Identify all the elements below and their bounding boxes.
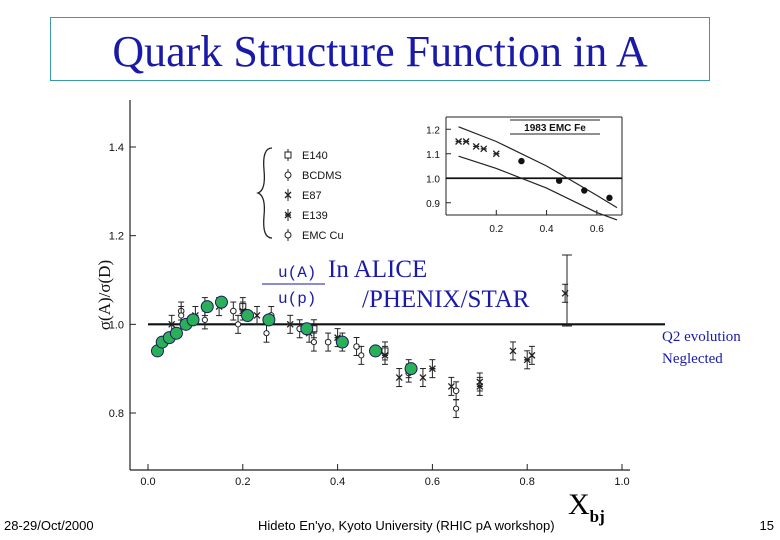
main-y-axis-label: σ(A)/σ(D): [95, 260, 114, 330]
overlay-green-point: [335, 335, 349, 349]
ratio-denominator: u(p): [278, 290, 316, 308]
x-tick-label: 0.0: [140, 476, 155, 488]
x-tick-label: 0.6: [425, 476, 440, 488]
main-axis-ticks: 0.0 0.2 0.4 0.6 0.8 1.0 0.8 1.0 1.2 1.4: [109, 142, 630, 488]
legend-bcdms-marker: [284, 171, 292, 179]
note-line-1: Q2 evolution: [662, 329, 741, 345]
e87-point: [447, 382, 455, 390]
overlay-green-point: [200, 300, 214, 314]
legend-brace: [256, 147, 273, 239]
inset-point: [480, 145, 488, 153]
inset-point: [472, 142, 480, 150]
inset-point: [462, 138, 470, 145]
legend-e140-marker: [284, 151, 292, 159]
legend-label: EMC Cu: [302, 230, 344, 242]
footer-author: Hideto En'yo, Kyoto University (RHIC pA …: [258, 518, 555, 533]
inset-point: [455, 138, 463, 145]
overlay-green-point: [169, 326, 183, 340]
overlay-green-point: [404, 362, 418, 376]
legend-label: BCDMS: [302, 170, 342, 182]
inset-point: [555, 177, 563, 184]
inset-title: 1983 EMC Fe: [524, 123, 586, 134]
x-tick-label: 0.4: [330, 476, 345, 488]
inset-x-tick-label: 0.6: [590, 224, 604, 235]
inset-x-tick-label: 0.4: [540, 224, 554, 235]
annotation-phenix-star: /PHENIX/STAR: [362, 286, 530, 313]
inset-point: [492, 150, 500, 158]
footer-date: 28-29/Oct/2000: [4, 518, 94, 533]
x-tick-label: 0.8: [520, 476, 535, 488]
e139-point: [476, 382, 484, 390]
inset-y-tick-label: 1.0: [426, 174, 440, 185]
legend-label: E139: [302, 210, 328, 222]
overlay-green-point: [369, 344, 383, 358]
x-tick-label: 0.2: [235, 476, 250, 488]
x-label-sub: bj: [589, 507, 605, 526]
emc-cu-point: [310, 338, 317, 346]
overlay-green-points: [150, 295, 418, 376]
emc-cu-point: [201, 316, 208, 323]
y-tick-label: 1.4: [109, 142, 124, 154]
overlay-green-point: [300, 322, 314, 336]
e87-point: [168, 320, 176, 328]
emc-cu-point: [453, 405, 460, 412]
page-number: 15: [759, 518, 774, 533]
e139-point: [428, 365, 436, 373]
bcdms-point: [452, 387, 460, 395]
y-tick-label: 0.8: [109, 408, 124, 420]
y-tick-label: 1.0: [109, 319, 124, 331]
emc-cu-point: [178, 312, 185, 319]
overlay-green-point: [262, 313, 276, 327]
inset-band-upper: [458, 126, 618, 209]
inset-x-tick-label: 0.2: [489, 224, 503, 235]
note-line-2: Neglected: [662, 351, 723, 367]
bcdms-point: [324, 338, 332, 346]
e87-point: [419, 374, 427, 381]
emc-cu-point: [263, 330, 270, 337]
inset-y-tick-label: 1.1: [426, 150, 440, 161]
inset-point: [581, 187, 588, 194]
inset-band-lower: [458, 155, 618, 221]
inset-point: [518, 157, 525, 165]
legend-label: E140: [302, 150, 328, 162]
x-bjorken-label: Xbj: [568, 488, 605, 527]
bcdms-point: [230, 307, 237, 315]
emc-cu-point: [234, 321, 242, 328]
legend-e87-marker: [284, 191, 292, 199]
inset-plot: 0.2 0.4 0.6 0.9 1.0 1.1 1.2 1983 EMC Fe: [426, 116, 623, 235]
y-tick-label: 1.2: [109, 231, 124, 243]
x-tick-label: 1.0: [614, 476, 629, 488]
overlay-green-point: [241, 308, 255, 322]
q2-evolution-note: Q2 evolution Neglected: [662, 326, 774, 370]
legend-emc-cu-marker: [284, 231, 292, 239]
slide-title: Quark Structure Function in A: [112, 27, 648, 76]
e87-point: [395, 374, 403, 381]
main-data-series: [168, 283, 569, 419]
extra-error-bar: [562, 254, 572, 327]
e139-point: [286, 320, 294, 328]
slide-title-frame: Quark Structure Function in A: [50, 17, 710, 81]
e87-point: [509, 347, 517, 355]
overlay-green-point: [214, 295, 228, 309]
ratio-annotation: u(A) u(p) In ALICE /PHENIX/STAR: [262, 256, 530, 313]
annotation-in-alice: In ALICE: [328, 256, 427, 283]
e87-point: [253, 312, 261, 319]
ratio-numerator: u(A): [278, 264, 316, 282]
inset-y-tick-label: 1.2: [426, 125, 440, 136]
legend-e139-marker: [284, 211, 292, 219]
e139-point: [523, 356, 531, 364]
inset-y-tick-label: 0.9: [426, 199, 440, 210]
e139-point: [381, 351, 389, 359]
x-label-main: X: [568, 488, 590, 521]
main-legend: E140 BCDMS E87 E139 EMC Cu: [256, 147, 344, 242]
inset-point: [606, 194, 613, 202]
emc-cu-point: [358, 352, 365, 359]
overlay-green-point: [186, 313, 200, 327]
legend-label: E87: [302, 190, 322, 202]
